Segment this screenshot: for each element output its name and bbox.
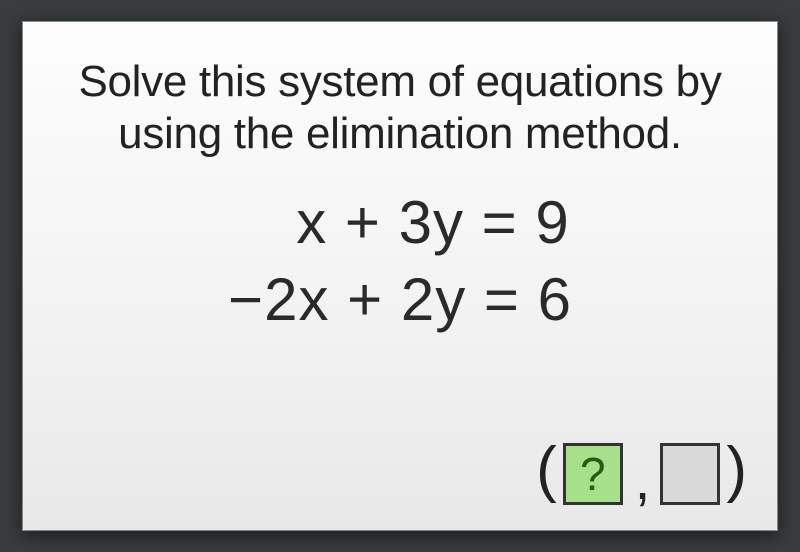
equation-2: −2x + 2y = 6: [228, 265, 572, 334]
paren-close: ): [726, 439, 747, 501]
prompt-text: Solve this system of equations by using …: [53, 56, 747, 160]
answer-comma: ,: [629, 447, 655, 512]
answer-box-x[interactable]: ?: [563, 443, 623, 505]
problem-card: Solve this system of equations by using …: [22, 21, 778, 531]
prompt-line-1: Solve this system of equations by: [78, 57, 721, 106]
paren-open: (: [536, 439, 557, 501]
equation-block: x + 3y = 9 −2x + 2y = 6: [53, 188, 747, 334]
answer-pair: ( ? , ): [536, 439, 747, 504]
answer-box-y[interactable]: [660, 443, 720, 505]
equation-1: x + 3y = 9: [230, 188, 570, 257]
prompt-line-2: using the elimination method.: [118, 109, 682, 158]
answer-box-x-value: ?: [580, 451, 606, 497]
